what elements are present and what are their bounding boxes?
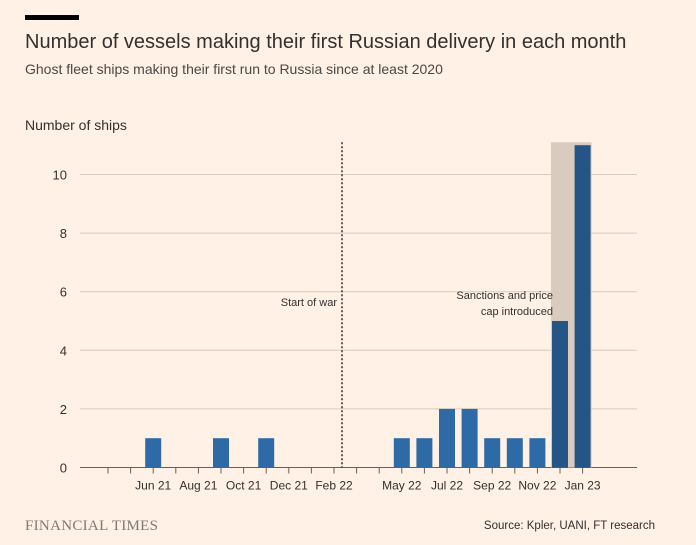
start-of-war-label: Start of war <box>281 297 338 309</box>
y-axis-label: Number of ships <box>25 117 127 133</box>
y-tick-label: 0 <box>60 461 67 476</box>
ft-brand-logo: FINANCIAL TIMES <box>25 518 159 534</box>
sanctions-label-line: Sanctions and price <box>456 290 553 302</box>
bar-aug-22 <box>461 408 478 468</box>
annotations: Start of war Sanctions and price cap intro… <box>281 142 553 468</box>
x-tick-labels: Jun 21 Aug 21 Oct 21 Dec 21 Feb 22 May 22 Jul … <box>107 467 601 493</box>
bar-may-22 <box>393 438 410 468</box>
x-tick-label: Jun 21 <box>135 479 171 493</box>
y-tick-label: 6 <box>60 285 67 300</box>
chart-title: Number of vessels making their first Rus… <box>25 31 627 53</box>
x-tick-label: Aug 21 <box>179 479 217 493</box>
y-tick-label: 10 <box>53 168 67 183</box>
bar-nov-21 <box>258 438 275 468</box>
x-tick-label: Jul 22 <box>431 479 463 493</box>
x-tick-label: Jan 23 <box>565 479 601 493</box>
bar-dec-22 <box>552 321 568 468</box>
x-tick-label: Feb 22 <box>315 479 353 493</box>
bar-sep-21 <box>213 438 229 468</box>
x-tick-label: Nov 22 <box>518 479 556 493</box>
ft-top-rule <box>25 15 79 20</box>
bar-jun-21 <box>145 438 162 468</box>
y-tick-label: 8 <box>60 226 67 241</box>
sanctions-label-line: cap introduced <box>481 306 553 318</box>
source-note: Source: Kpler, UANI, FT research <box>483 520 655 532</box>
y-tick-labels: 0 2 4 6 8 10 <box>53 168 67 476</box>
bar-nov-22 <box>529 438 546 468</box>
bar-jul-22 <box>439 408 455 468</box>
chart-subtitle: Ghost fleet ships making their first run… <box>25 61 443 77</box>
bar-jan-23 <box>574 145 591 468</box>
x-tick-label: Oct 21 <box>226 479 262 493</box>
x-tick-label: May 22 <box>382 479 422 493</box>
bars <box>145 145 591 468</box>
x-tick-label: Sep 22 <box>473 479 511 493</box>
bar-oct-22 <box>506 438 523 468</box>
y-tick-label: 2 <box>60 402 67 417</box>
y-tick-label: 4 <box>60 343 67 358</box>
bar-sep-22 <box>484 438 501 468</box>
x-tick-label: Dec 21 <box>270 479 308 493</box>
bar-jun-22 <box>416 438 433 468</box>
